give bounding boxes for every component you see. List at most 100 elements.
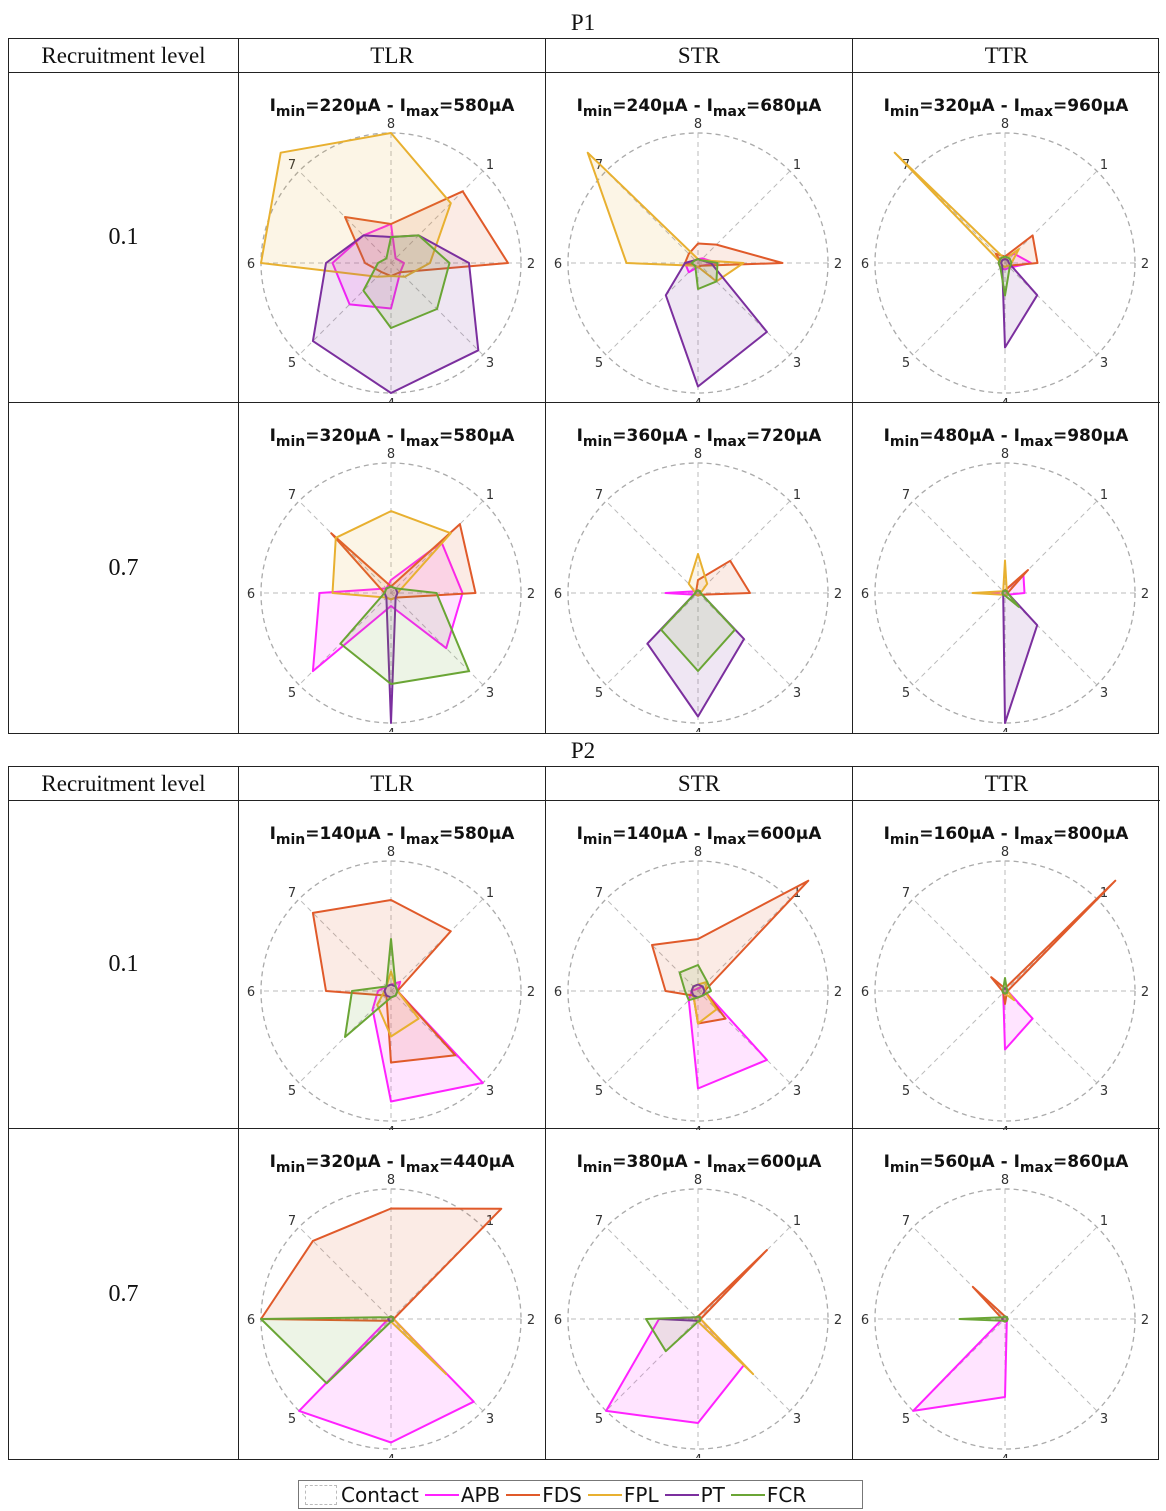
radar-axis-label: 1 — [793, 1214, 801, 1229]
radar-axis-label: 5 — [595, 1084, 603, 1099]
recruitment-level-row-0.7: 0.7 — [9, 1129, 239, 1459]
series-fcr-polygon — [1001, 589, 1020, 608]
radar-axis-label: 6 — [861, 257, 869, 272]
radar-axis-label: 8 — [1001, 447, 1009, 462]
radar-spoke — [298, 500, 484, 686]
radar-spoke — [298, 898, 484, 1084]
radar-axis-label: 1 — [486, 886, 494, 901]
radar-axis-label: 4 — [387, 1453, 395, 1458]
chart-title: Imin=360µA - Imax=720µA — [577, 426, 823, 450]
radar-axis-label: 8 — [694, 845, 702, 860]
chart-title: Imin=480µA - Imax=980µA — [884, 426, 1130, 450]
series-fds-polygon — [651, 879, 810, 1025]
radar-axis-label: 1 — [486, 488, 494, 503]
radar-axis-label: 8 — [387, 1173, 395, 1188]
legend-item-apb: APB — [424, 1483, 500, 1507]
radar-axis-label: 7 — [595, 488, 603, 503]
series-fcr-polygon — [260, 1315, 395, 1385]
radar-axis-label: 4 — [694, 1453, 702, 1458]
radar-axis-label: 4 — [694, 727, 702, 732]
radar-axis-label: 8 — [694, 117, 702, 132]
series-fpl-polygon — [260, 132, 452, 278]
chart-title: Imin=380µA - Imax=600µA — [577, 1152, 823, 1176]
series-fcr-polygon — [1001, 977, 1009, 995]
radar-axis-label: 1 — [486, 158, 494, 173]
column-header-recruitment-level: Recruitment level — [9, 767, 239, 801]
radar-axis-label: 2 — [1141, 1313, 1149, 1328]
radar-spoke — [912, 1226, 1098, 1412]
legend-item-contact: Contact — [305, 1483, 419, 1507]
radar-axis-label: 1 — [1100, 158, 1108, 173]
series-fcr-polygon — [958, 1315, 1009, 1323]
series-fpl-polygon — [331, 510, 452, 601]
radar-axis-label: 5 — [288, 686, 296, 701]
radar-axis-label: 7 — [902, 488, 910, 503]
results-table-p2: Recruitment level TLR STR TTR 0.1 Imin=1… — [8, 766, 1160, 1460]
radar-axis-label: 3 — [1100, 356, 1108, 371]
chart-title: Imin=320µA - Imax=580µA — [270, 426, 516, 450]
radar-axis-label: 3 — [1100, 686, 1108, 701]
radar-axis-label: 3 — [793, 1084, 801, 1099]
radar-axis-label: 3 — [793, 1412, 801, 1427]
chart-title: Imin=140µA - Imax=580µA — [270, 824, 516, 848]
radar-axis-label: 5 — [288, 356, 296, 371]
radar-axis-label: 4 — [387, 727, 395, 732]
radar-axis-label: 5 — [595, 356, 603, 371]
recruitment-level-row-0.1: 0.1 — [9, 801, 239, 1129]
radar-axis-label: 5 — [595, 686, 603, 701]
radar-axis-label: 5 — [902, 356, 910, 371]
legend-swatch — [506, 1493, 541, 1496]
radar-axis-label: 1 — [793, 158, 801, 173]
legend-item-fds: FDS — [506, 1483, 582, 1507]
radar-cell: Imin=140µA - Imax=600µA81234567 — [546, 801, 853, 1130]
series-pt-polygon — [1001, 589, 1039, 724]
radar-axis-label: 6 — [247, 1313, 255, 1328]
column-header-tlr: TLR — [239, 39, 546, 73]
series-fcr-polygon — [362, 234, 451, 329]
radar-axis-label: 4 — [694, 397, 702, 402]
radar-axis-label: 3 — [486, 1084, 494, 1099]
radar-axis-label: 7 — [902, 886, 910, 901]
chart-title: Imin=140µA - Imax=600µA — [577, 824, 823, 848]
radar-axis-label: 2 — [527, 587, 535, 602]
radar-axis-label: 6 — [861, 985, 869, 1000]
series-fds-polygon — [260, 1207, 503, 1323]
series-fds-polygon — [694, 1249, 768, 1323]
radar-axis-label: 8 — [694, 447, 702, 462]
column-header-ttr: TTR — [853, 39, 1160, 73]
radar-axis-label: 7 — [288, 886, 296, 901]
radar-cell: Imin=160µA - Imax=800µA81234567 — [853, 801, 1160, 1130]
radar-axis-label: 8 — [1001, 1173, 1009, 1188]
radar-axis-label: 2 — [527, 1313, 535, 1328]
radar-axis-label: 8 — [1001, 845, 1009, 860]
chart-title: Imin=240µA - Imax=680µA — [577, 96, 823, 120]
series-fcr-polygon — [660, 589, 736, 672]
radar-axis-label: 3 — [486, 356, 494, 371]
series-fpl-polygon — [687, 553, 709, 597]
participant-label-p2: P2 — [570, 738, 596, 763]
radar-cell: Imin=320µA - Imax=960µA81234567 — [853, 73, 1160, 403]
series-pt-polygon — [311, 234, 480, 394]
radar-axis-label: 3 — [793, 686, 801, 701]
radar-axis-label: 2 — [1141, 587, 1149, 602]
radar-axis-label: 4 — [1001, 1453, 1009, 1458]
chart-title: Imin=320µA - Imax=960µA — [884, 96, 1130, 120]
radar-axis-label: 2 — [1141, 985, 1149, 1000]
legend: Contact APB FDS FPL PT FCR — [298, 1480, 863, 1509]
radar-axis-label: 8 — [694, 1173, 702, 1188]
radar-axis-label: 6 — [861, 1313, 869, 1328]
radar-axis-label: 8 — [387, 447, 395, 462]
radar-axis-label: 4 — [387, 1125, 395, 1130]
column-header-str: STR — [546, 39, 853, 73]
radar-axis-label: 4 — [694, 1125, 702, 1130]
legend-item-pt: PT — [664, 1483, 725, 1507]
